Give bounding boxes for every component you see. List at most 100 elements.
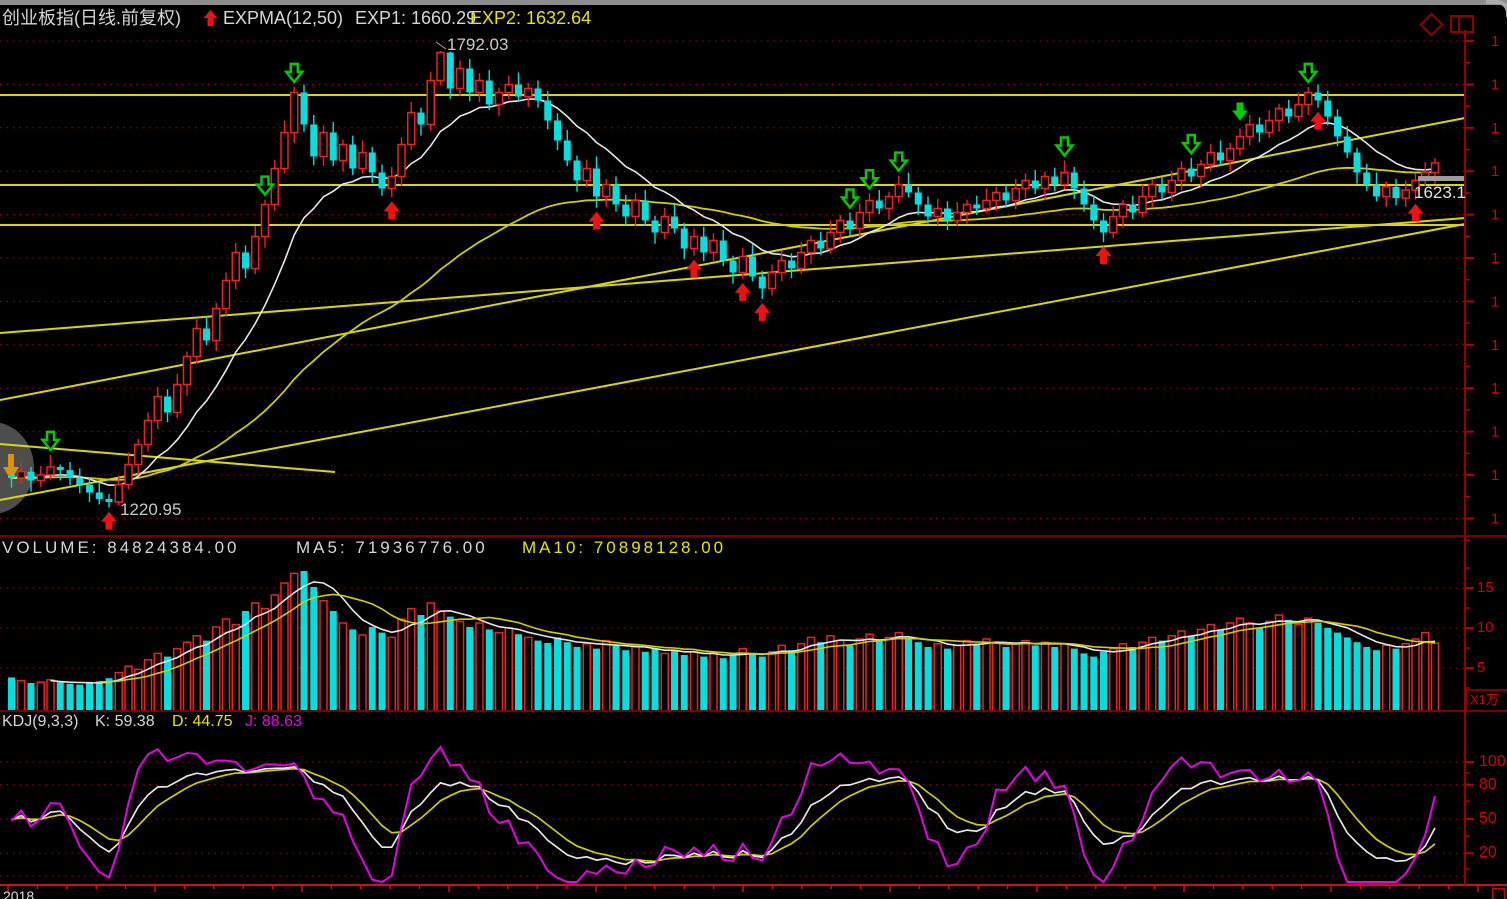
buy-signal-arrow [383, 201, 400, 220]
candle-down [1373, 184, 1380, 197]
orange-arrow-icon [3, 454, 19, 480]
volume-bar-down [1090, 656, 1098, 711]
volume-bar-down [875, 640, 883, 711]
volume-bar-down [758, 656, 766, 711]
candle-up [231, 251, 240, 282]
candle-down [242, 252, 249, 269]
candle-down [563, 140, 571, 161]
candle-down [378, 172, 386, 189]
candle-up [494, 91, 504, 106]
candle-down [76, 478, 84, 485]
candle-up [407, 111, 416, 146]
volume-bar-down [554, 637, 561, 711]
volume-bar-down [349, 629, 357, 711]
volume-bar-down [973, 643, 981, 711]
volume-bar-down [310, 587, 318, 711]
candle-up [1294, 103, 1303, 118]
main-chart-area[interactable] [0, 30, 1465, 536]
volume-bar-down [1217, 629, 1224, 711]
volume-bar-down [671, 650, 678, 711]
candle-up [1167, 179, 1176, 194]
exp2-value-label: EXP2: 1632.64 [470, 8, 592, 28]
volume-bar-down [563, 642, 571, 711]
volume-axis-label: 10 [1477, 619, 1494, 636]
candle-down [973, 204, 981, 209]
candle-up [17, 470, 26, 479]
candle-up [1118, 203, 1128, 218]
candle-down [66, 470, 74, 479]
candle-down [914, 192, 922, 205]
candle-down [329, 132, 337, 161]
candle-down [1285, 108, 1293, 117]
candle-down [680, 228, 688, 249]
candle-down [1031, 180, 1039, 189]
candle-down [875, 200, 883, 209]
volume-bar-down [1002, 647, 1010, 711]
candle-up [1021, 179, 1030, 190]
volume-bar-down [1129, 647, 1137, 711]
up-arrow-icon [203, 9, 218, 33]
volume-bar-down [56, 682, 64, 711]
sell-signal-arrow [39, 430, 62, 452]
volume-axis-label: 5 [1477, 659, 1486, 676]
candle-up [689, 235, 699, 250]
volume-bar-down [1353, 642, 1361, 711]
kdj-header: KDJ(9,3,3) K: 59.38 D: 44.75 J: 88.63 [0, 713, 1460, 733]
volume-bar-down [1285, 619, 1293, 711]
volume-bar-down [466, 627, 474, 711]
candle-up [1196, 163, 1206, 178]
candle-down [749, 256, 756, 277]
volume-bar-down [680, 655, 688, 711]
volume-bar-down [329, 611, 337, 711]
exp2-curve [11, 166, 1436, 481]
split-window-icon[interactable] [1450, 15, 1474, 33]
volume-bar-down [788, 650, 795, 711]
candle-up [173, 383, 182, 414]
volume-bar-down [1080, 653, 1088, 711]
symbol-title: 创业板指(日线.前复权) [2, 8, 181, 28]
volume-bar-down [1031, 645, 1039, 711]
volume-bar-down [27, 683, 35, 711]
kdj-panel-area[interactable] [0, 711, 1465, 885]
candle-down [1080, 188, 1088, 205]
volume-bar-down [95, 681, 103, 711]
candle-up [46, 466, 55, 476]
candle-down [534, 88, 542, 101]
sell-signal-arrow-solid [1232, 102, 1248, 121]
volume-bar-down [105, 678, 113, 711]
price-axis-tick-label: 1 [1491, 120, 1499, 137]
volume-bar-down [76, 684, 84, 711]
candle-down [1090, 204, 1098, 221]
candle-down [846, 220, 854, 229]
candle-down [56, 466, 64, 471]
candle-up [280, 131, 289, 170]
candle-up [1148, 183, 1157, 198]
candle-down [641, 200, 649, 221]
volume-panel-area[interactable] [0, 536, 1465, 711]
sell-signal-arrow [283, 62, 305, 84]
kdj-axis-label: 80 [1479, 776, 1497, 793]
candle-down [8, 474, 15, 479]
candle-up [865, 199, 874, 214]
price-axis-tick-label: 1 [1491, 76, 1499, 93]
candle-down [1392, 186, 1400, 199]
candle-down [417, 112, 425, 125]
volume-bar-down [1324, 627, 1332, 711]
candle-down [622, 204, 630, 217]
resize-corner-box[interactable] [1492, 888, 1505, 899]
candle-up [290, 91, 299, 134]
kdj-axis-label: 50 [1479, 810, 1497, 827]
last-price-label: 1623.1 [1414, 183, 1466, 202]
volume-bar-down [729, 655, 737, 711]
volume-bar-down [1051, 647, 1059, 711]
candle-up [738, 255, 747, 274]
candle-up [124, 463, 133, 486]
candle-up [36, 474, 45, 482]
candle-down [1217, 152, 1224, 161]
exp1-value-label: EXP1: 1660.29 [355, 8, 477, 28]
candle-up [455, 67, 465, 90]
candle-down [1343, 136, 1351, 153]
kdj-indicator-label: KDJ(9,3,3) [2, 713, 79, 730]
candle-down [349, 144, 357, 169]
